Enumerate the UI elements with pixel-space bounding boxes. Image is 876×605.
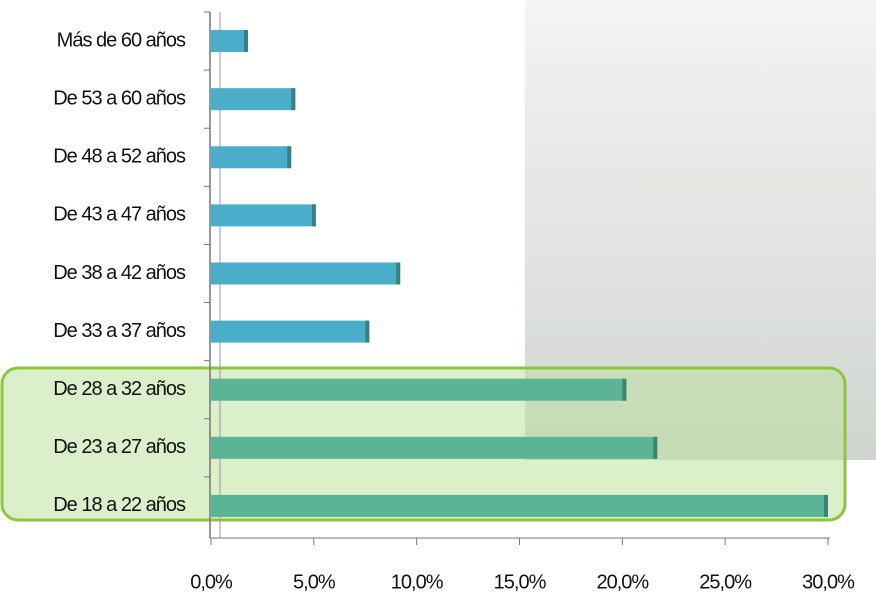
bar-edge (824, 494, 828, 517)
x-tick-label: 25,0% (699, 571, 752, 593)
y-tick-label: De 38 a 42 años (53, 262, 186, 284)
bar-edge (291, 88, 296, 111)
y-tick-label: De 23 a 27 años (53, 436, 186, 458)
x-tick-label: 15,0% (494, 571, 547, 593)
y-tick-label: De 28 a 32 años (53, 378, 186, 400)
x-tick-label: 10,0% (391, 571, 444, 593)
x-tick-label: 30,0% (802, 571, 855, 593)
bar-edge (653, 436, 658, 459)
bar-edge (287, 146, 292, 169)
bar (211, 88, 296, 111)
bar (211, 30, 249, 53)
bar-edge (622, 378, 627, 401)
bar-edge (396, 262, 401, 285)
x-tick-label: 5,0% (293, 571, 336, 593)
bar (211, 494, 828, 517)
y-tick-label: De 43 a 47 años (53, 204, 186, 226)
y-tick-label: De 48 a 52 años (53, 146, 186, 168)
bar (211, 378, 627, 401)
x-tick-label: 0,0% (190, 571, 233, 593)
bar (211, 146, 292, 169)
bar (211, 436, 658, 459)
bar-edge (311, 204, 316, 227)
bar-edge (244, 30, 249, 53)
y-tick-label: De 53 a 60 años (53, 87, 186, 109)
bar (211, 262, 401, 285)
bar (211, 204, 316, 227)
bar (211, 320, 370, 343)
y-tick-label: De 18 a 22 años (53, 494, 186, 516)
y-tick-label: Más de 60 años (57, 29, 186, 51)
y-tick-label: De 33 a 37 años (53, 320, 186, 342)
bar-edge (365, 320, 370, 343)
x-tick-label: 20,0% (596, 571, 649, 593)
